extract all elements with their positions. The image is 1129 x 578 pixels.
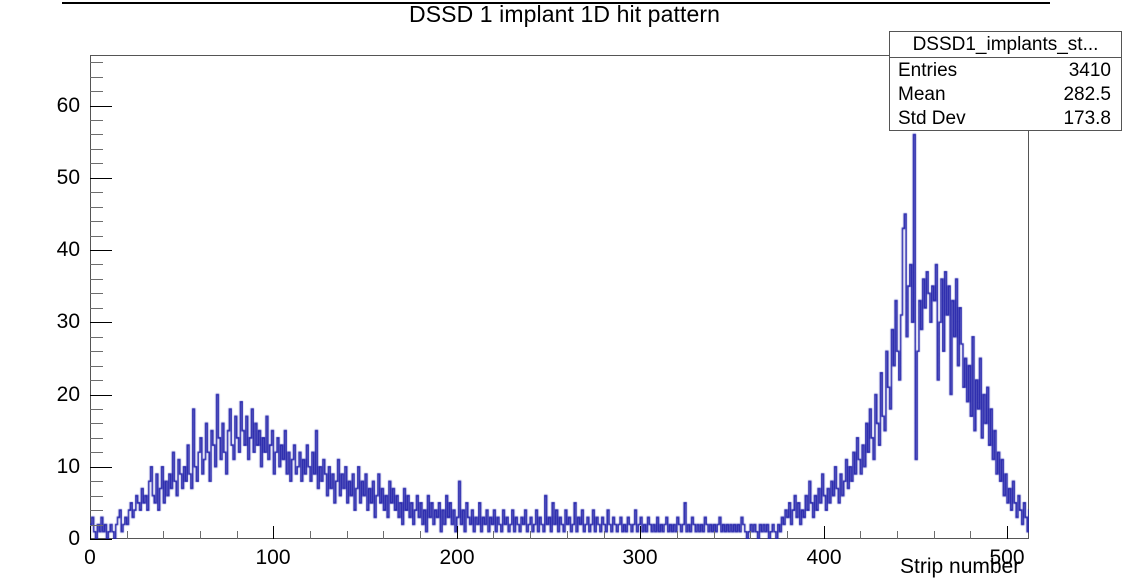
stats-value-mean: 282.5: [1063, 83, 1111, 105]
stats-box-header: DSSD1_implants_st...: [890, 32, 1121, 58]
x-tick-label: 300: [622, 546, 658, 569]
y-tick-label: 40: [56, 238, 80, 261]
stats-key-mean: Mean: [898, 83, 946, 105]
stats-box[interactable]: DSSD1_implants_st... Entries 3410 Mean 2…: [889, 31, 1122, 131]
stats-value-stddev: 173.8: [1063, 107, 1111, 129]
histogram-plot[interactable]: [90, 55, 1029, 539]
y-tick-label: 60: [56, 94, 80, 117]
pad-top-divider: [62, 2, 1050, 4]
stats-key-entries: Entries: [898, 59, 958, 81]
y-tick-label: 50: [56, 166, 80, 189]
y-tick-major: [90, 539, 112, 540]
y-tick-label: 0: [68, 527, 80, 550]
x-tick-label: 400: [806, 546, 842, 569]
stats-box-title: DSSD1_implants_st...: [912, 34, 1099, 55]
x-tick-label: 0: [84, 546, 96, 569]
x-tick-label: 200: [439, 546, 475, 569]
stats-row-entries: Entries 3410: [890, 58, 1121, 82]
y-tick-label: 30: [56, 310, 80, 333]
stats-row-stddev: Std Dev 173.8: [890, 106, 1121, 130]
stats-key-stddev: Std Dev: [898, 107, 966, 129]
x-tick-label: 100: [255, 546, 291, 569]
stats-value-entries: 3410: [1068, 59, 1111, 81]
stats-row-mean: Mean 282.5: [890, 82, 1121, 106]
y-tick-label: 20: [56, 383, 80, 406]
page-title: DSSD 1 implant 1D hit pattern: [409, 1, 720, 27]
y-tick-label: 10: [56, 455, 80, 478]
